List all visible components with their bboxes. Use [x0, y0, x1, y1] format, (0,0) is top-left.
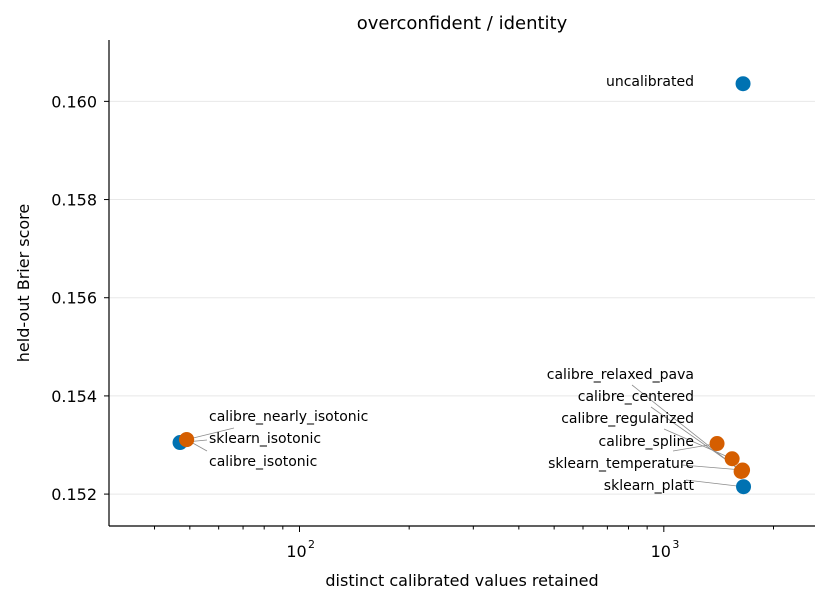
leader-line — [186, 427, 235, 440]
point-label: calibre_spline — [599, 434, 694, 450]
data-point-sklearn-platt — [736, 479, 752, 495]
point-label: calibre_regularized — [561, 411, 694, 427]
leader-line — [685, 479, 744, 488]
data-point-calibre-spline — [709, 436, 725, 452]
x-axis-label: distinct calibrated values retained — [325, 571, 598, 590]
point-label: calibre_nearly_isotonic — [209, 409, 368, 425]
x-tick-label: 10 — [651, 542, 671, 561]
leader-line — [663, 428, 733, 460]
y-tick-label: 0.158 — [51, 191, 97, 210]
point-labels: uncalibrated calibre_nearly_isotonicsklea… — [209, 74, 695, 494]
leader-line — [681, 464, 743, 471]
data-point-sklearn-temperature — [735, 462, 751, 478]
data-point-uncalibrated — [735, 76, 751, 92]
x-tick-exponent: 3 — [672, 538, 679, 551]
axes — [108, 40, 815, 527]
y-tick-label: 0.160 — [51, 92, 97, 111]
label-leader-lines — [179, 384, 744, 488]
data-point-calibre-regularized — [724, 451, 740, 467]
chart-title: overconfident / identity — [357, 13, 568, 34]
point-label: uncalibrated — [606, 74, 694, 90]
grid-lines — [109, 100, 815, 495]
y-axis-label: held-out Brier score — [14, 204, 33, 362]
point-label: calibre_centered — [578, 389, 694, 405]
x-tick-label: 10 — [286, 542, 306, 561]
x-tick-exponent: 2 — [308, 538, 315, 551]
data-points — [172, 76, 752, 495]
data-point-calibre-isotonic — [179, 432, 195, 448]
point-label: calibre_relaxed_pava — [547, 367, 694, 383]
point-label: sklearn_platt — [604, 478, 695, 494]
y-tick-label: 0.152 — [51, 485, 97, 504]
point-label: sklearn_isotonic — [209, 431, 321, 447]
point-label: sklearn_temperature — [548, 456, 694, 472]
point-label: calibre_isotonic — [209, 454, 317, 470]
y-tick-label: 0.156 — [51, 289, 97, 308]
y-tick-label: 0.154 — [51, 387, 97, 406]
